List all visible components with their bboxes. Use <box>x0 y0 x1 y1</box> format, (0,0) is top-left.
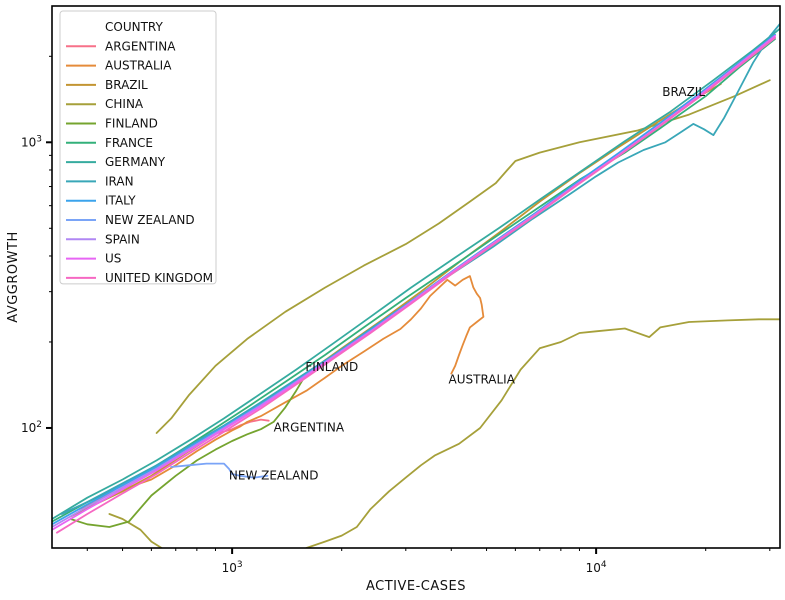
legend-title: COUNTRY <box>105 20 163 34</box>
y-tick-label: 102 <box>21 420 42 435</box>
series-layer <box>52 22 780 548</box>
annotation-brazil: BRAZIL <box>662 85 705 99</box>
annotation-finland: FINLAND <box>305 360 358 374</box>
y-axis-label: AVGGROWTH <box>6 231 21 322</box>
annotation-new-zealand: NEW ZEALAND <box>229 469 319 483</box>
ticks-layer: 103 104 102 103 <box>21 55 771 575</box>
legend-label-finland: FINLAND <box>105 117 158 131</box>
legend: COUNTRY ARGENTINA AUSTRALIA BRAZIL CHINA FINL… <box>59 10 217 285</box>
legend-label-spain: SPAIN <box>105 232 140 246</box>
series-line-china-3 <box>155 79 771 434</box>
legend-box <box>59 10 217 285</box>
series-line-australia-1 <box>78 275 485 511</box>
legend-label-iran: IRAN <box>105 174 134 188</box>
legend-label-brazil: BRAZIL <box>105 78 148 92</box>
series-line-china-4 <box>305 318 780 548</box>
x-tick-label: 104 <box>586 560 607 575</box>
legend-label-united-kingdom: UNITED KINGDOM <box>105 271 213 285</box>
plot-frame <box>51 5 781 549</box>
series-line-germany-8 <box>52 27 780 520</box>
annotations-layer: BRAZIL FINLAND AUSTRALIA ARGENTINA NEW ZEALA… <box>229 85 705 482</box>
annotation-argentina: ARGENTINA <box>274 421 345 435</box>
legend-label-italy: ITALY <box>105 194 136 208</box>
series-line-finland-6 <box>69 372 308 528</box>
legend-label-germany: GERMANY <box>105 155 166 169</box>
legend-label-australia: AUSTRALIA <box>105 59 172 73</box>
series-line-iran-9 <box>60 22 780 515</box>
x-axis-label: ACTIVE-CASES <box>366 579 466 594</box>
legend-label-us: US <box>105 252 121 266</box>
series-line-new-zealand-11 <box>170 462 269 479</box>
x-tick-label: 103 <box>222 560 243 575</box>
series-line-united-kingdom-14 <box>56 37 776 534</box>
annotation-australia: AUSTRALIA <box>449 373 516 387</box>
series-line-china-5 <box>108 513 163 548</box>
y-tick-label: 103 <box>21 134 42 149</box>
legend-label-argentina: ARGENTINA <box>105 39 176 53</box>
legend-label-france: FRANCE <box>105 136 153 150</box>
legend-label-new-zealand: NEW ZEALAND <box>105 213 195 227</box>
legend-label-china: CHINA <box>105 97 144 111</box>
